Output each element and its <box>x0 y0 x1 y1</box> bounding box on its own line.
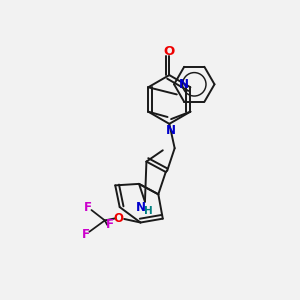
Text: N: N <box>166 124 176 137</box>
Text: N: N <box>136 201 146 214</box>
Text: F: F <box>106 218 114 231</box>
Text: O: O <box>114 212 124 225</box>
Text: N: N <box>179 78 189 92</box>
Text: H: H <box>143 206 152 216</box>
Text: O: O <box>164 44 175 58</box>
Text: F: F <box>84 201 92 214</box>
Text: F: F <box>82 228 90 241</box>
